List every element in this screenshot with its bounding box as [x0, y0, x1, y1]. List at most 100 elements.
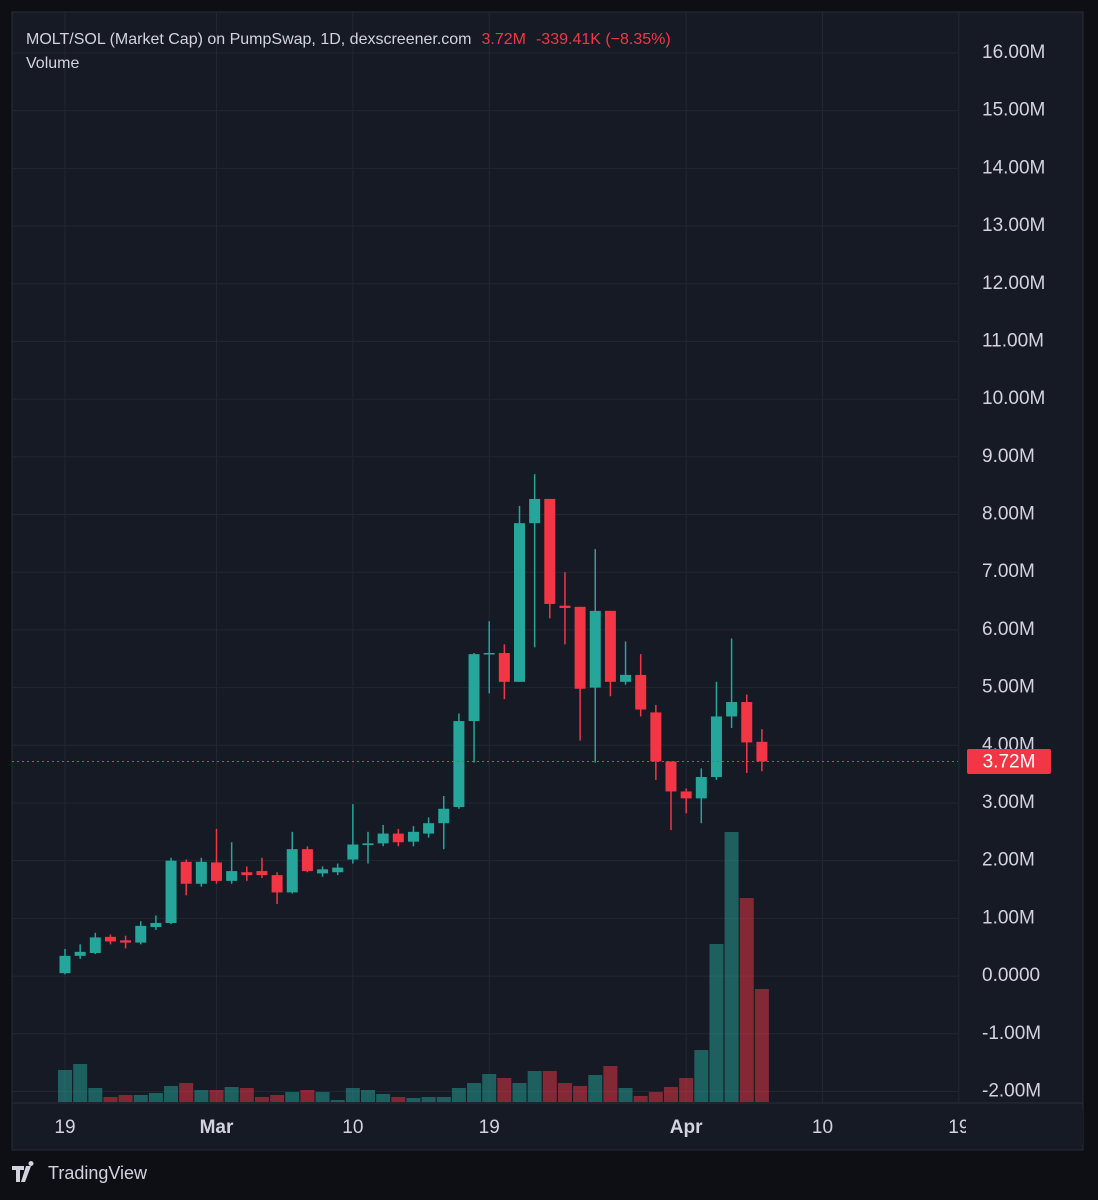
volume-bar [300, 1090, 315, 1102]
candle-body [665, 761, 677, 792]
candle-body [741, 702, 753, 743]
candle-body [392, 833, 404, 843]
brand: TradingView [48, 1163, 148, 1183]
volume-bar [179, 1083, 194, 1102]
candle-body [695, 777, 707, 799]
price-axis-clip [966, 1110, 1083, 1145]
candle-body [726, 702, 738, 717]
volume-bar [633, 1096, 648, 1102]
y-tick-label: 0.0000 [982, 965, 1040, 986]
y-tick-label: 14.00M [982, 157, 1045, 178]
volume-bar [391, 1097, 406, 1102]
volume-bar [270, 1095, 285, 1102]
y-tick-label: 10.00M [982, 388, 1045, 409]
candle-body [498, 652, 510, 682]
candle-body [286, 849, 298, 893]
x-tick-label: Apr [670, 1117, 703, 1138]
axes: 19 Mar 10 19 Apr 10 19 16.00M 15.00M 14.00M 13.00M… [54, 42, 1083, 1145]
y-tick-label: 16.00M [982, 42, 1045, 63]
last-price-text: 3.72M [482, 31, 526, 48]
candle-body [468, 654, 480, 722]
volume-bar [315, 1092, 330, 1102]
volume-bar [739, 898, 754, 1102]
y-tick-label: 11.00M [982, 330, 1044, 351]
candle-body [589, 610, 601, 688]
y-tick-label: 13.00M [982, 215, 1045, 236]
candle-body [604, 610, 616, 682]
candle-body [544, 498, 556, 604]
y-tick-label: 9.00M [982, 446, 1035, 467]
candle-body [423, 823, 435, 834]
change-text: -339.41K (−8.35%) [536, 31, 671, 48]
candle-body [710, 716, 722, 778]
candle-body [104, 936, 116, 942]
volume-bar [345, 1088, 360, 1102]
candle-body [529, 498, 541, 524]
volume-bar [648, 1092, 663, 1102]
volume-bar [542, 1071, 557, 1102]
candle-body [241, 872, 253, 876]
candle-body [377, 833, 389, 844]
y-tick-label: 8.00M [982, 504, 1035, 525]
candle-body [453, 721, 465, 808]
volume-bar [103, 1097, 118, 1102]
x-tick-label: Mar [200, 1117, 234, 1138]
candle-body [120, 940, 132, 943]
y-tick-label: 3.00M [982, 792, 1035, 813]
volume-bar [603, 1066, 618, 1102]
volume-bar [421, 1097, 436, 1102]
volume-bar [436, 1097, 451, 1102]
volume-bar [194, 1090, 209, 1102]
volume-bar [482, 1074, 497, 1102]
candle-body [195, 861, 207, 884]
candle-body [559, 605, 571, 608]
volume-bar [467, 1083, 482, 1102]
volume-bar [588, 1075, 603, 1102]
candle-body [211, 862, 222, 881]
logo-icon [12, 1160, 34, 1182]
volume-bar [330, 1100, 345, 1102]
candle-body [756, 741, 768, 762]
candle-body [680, 791, 692, 799]
volume-label: Volume [26, 55, 79, 72]
volume-bar [694, 1050, 709, 1102]
volume-bar [724, 832, 739, 1102]
volume-bar [618, 1088, 633, 1102]
volume-bar [512, 1083, 527, 1102]
volume-bar [754, 989, 769, 1102]
candle-body [317, 869, 329, 874]
candle-body [74, 951, 86, 956]
volume-bar [164, 1086, 179, 1102]
volume-bar [209, 1090, 224, 1102]
volume-bar [148, 1093, 163, 1102]
candle-body [135, 925, 147, 943]
volume-bar [679, 1078, 694, 1102]
volume-bar [709, 944, 724, 1102]
candle-body [89, 937, 101, 953]
volume-bar [361, 1090, 375, 1102]
candle-body [180, 861, 192, 884]
logo: TradingView [12, 1160, 148, 1183]
volume-bar [664, 1087, 678, 1102]
candle-body [635, 674, 647, 710]
y-tick-label: -1.00M [982, 1023, 1041, 1044]
candle-body [347, 844, 359, 860]
grid [12, 12, 960, 1103]
y-tick-label: 6.00M [982, 619, 1035, 640]
candle-body [165, 860, 177, 923]
chart-title: MOLT/SOL (Market Cap) on PumpSwap, 1D, d… [26, 31, 472, 48]
candle-body [301, 849, 313, 872]
volume-bar [406, 1098, 421, 1102]
candle-body [574, 606, 586, 689]
x-tick-label: 10 [812, 1117, 833, 1138]
volume-bar [573, 1086, 588, 1102]
candle-body [271, 875, 283, 893]
y-tick-label: 12.00M [982, 273, 1045, 294]
candle-body [407, 831, 419, 842]
y-tick-label: 5.00M [982, 677, 1035, 698]
y-tick-label: 1.00M [982, 907, 1035, 928]
volume-bar [376, 1094, 391, 1102]
volume-bar [73, 1064, 88, 1102]
candle-body [620, 674, 632, 682]
x-tick-label: 10 [342, 1117, 363, 1138]
